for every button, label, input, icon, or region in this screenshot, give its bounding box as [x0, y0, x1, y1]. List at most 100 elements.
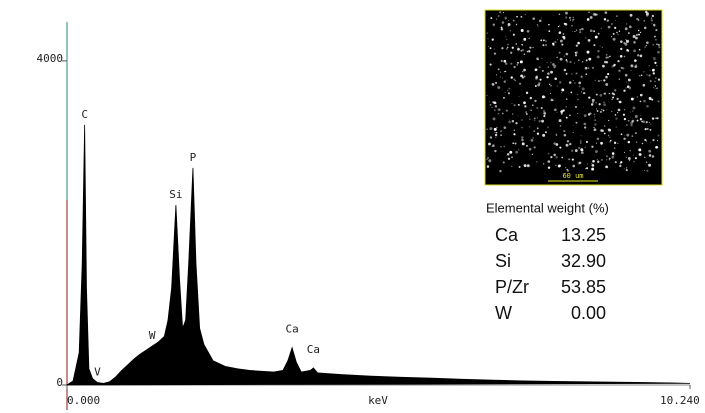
speck [565, 12, 568, 15]
speck [625, 27, 628, 30]
speck [616, 32, 618, 34]
speck [503, 161, 505, 163]
speck [582, 78, 583, 79]
speck [539, 20, 541, 22]
speck [566, 98, 567, 99]
speck [611, 111, 612, 112]
speck [624, 152, 625, 153]
speck [563, 130, 565, 132]
speck [641, 121, 643, 123]
speck [581, 135, 582, 136]
speck [486, 32, 488, 34]
speck [548, 166, 550, 168]
speck [519, 83, 521, 85]
speck [495, 134, 497, 136]
speck [601, 28, 602, 29]
speck [569, 61, 571, 63]
speck [633, 35, 636, 38]
speck [588, 97, 590, 99]
speck [652, 117, 654, 119]
speck [651, 18, 652, 19]
y-tick-label: 4000 [37, 52, 64, 65]
speck [639, 49, 641, 51]
speck [646, 74, 647, 75]
speck [656, 117, 658, 119]
speck [600, 111, 602, 113]
speck [608, 135, 609, 136]
speck [620, 55, 623, 58]
speck [618, 70, 620, 72]
speck [624, 118, 626, 120]
speck [579, 31, 581, 33]
speck [609, 137, 610, 138]
speck [658, 78, 660, 80]
speck [603, 103, 606, 106]
speck [629, 87, 632, 90]
speck [645, 46, 646, 47]
speck [649, 65, 650, 66]
speck [601, 109, 603, 111]
speck [638, 34, 640, 36]
speck [562, 44, 564, 46]
speck [631, 70, 632, 71]
speck [652, 15, 654, 17]
speck [493, 24, 495, 26]
element-name: W [495, 303, 512, 323]
speck [575, 54, 577, 56]
speck [593, 13, 596, 16]
speck [500, 72, 501, 73]
speck [558, 62, 559, 63]
speck [517, 62, 519, 64]
speck [537, 84, 540, 87]
speck [565, 167, 567, 169]
speck [512, 103, 513, 104]
speck [618, 56, 619, 57]
speck [570, 19, 571, 20]
speck [529, 148, 532, 151]
speck [535, 68, 538, 71]
speck [593, 127, 594, 128]
speck [486, 128, 488, 130]
speck [596, 143, 597, 144]
speck [550, 85, 551, 86]
speck [536, 107, 538, 109]
speck [594, 116, 595, 117]
speck [618, 101, 619, 102]
speck [628, 51, 629, 52]
speck [649, 122, 650, 123]
speck [559, 52, 561, 54]
speck [542, 134, 545, 137]
speck [608, 26, 611, 29]
speck [492, 83, 495, 86]
speck [641, 75, 643, 77]
speck [636, 64, 637, 65]
speck [626, 169, 628, 171]
speck [507, 44, 509, 46]
speck [557, 112, 558, 113]
speck [620, 40, 623, 43]
speck [562, 33, 564, 35]
speck [630, 14, 633, 17]
speck [502, 113, 504, 115]
speck [561, 92, 562, 93]
speck [521, 29, 524, 32]
speck [542, 95, 545, 98]
speck [638, 30, 639, 31]
speck [628, 157, 631, 160]
speck [583, 107, 584, 108]
speck [608, 120, 609, 121]
speck [620, 48, 622, 50]
speck [629, 150, 630, 151]
speck [619, 101, 622, 104]
speck [640, 101, 641, 102]
speck [621, 67, 623, 69]
speck [500, 134, 501, 135]
speck [650, 142, 651, 143]
table-title: Elemental weight (%) [486, 200, 609, 215]
speck [496, 127, 498, 129]
speck [572, 21, 573, 22]
speck [531, 139, 534, 142]
speck [489, 101, 490, 102]
speck [592, 160, 595, 163]
speck [494, 150, 496, 152]
